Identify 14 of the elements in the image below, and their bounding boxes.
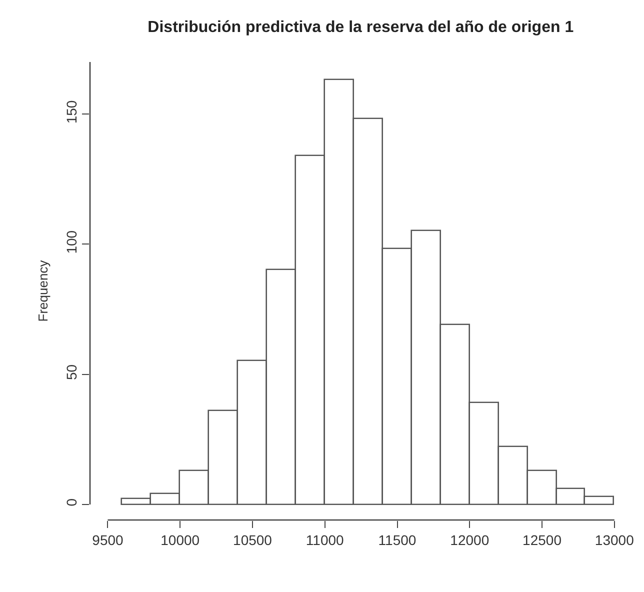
x-tick-label: 10500: [233, 532, 272, 548]
y-tick-label: 100: [63, 230, 80, 254]
x-tick-label: 10000: [160, 532, 200, 548]
x-tick-label: 12500: [522, 532, 562, 548]
y-tick-label: 0: [63, 498, 80, 506]
x-tick-label: 13000: [594, 532, 634, 548]
y-tick-label: 50: [63, 364, 80, 380]
y-tick-label: 150: [63, 100, 80, 124]
x-tick-label: 9500: [92, 532, 124, 548]
x-tick-label: 11000: [306, 532, 344, 548]
y-axis-title: Frequency: [35, 260, 50, 322]
x-tick-label: 12000: [450, 532, 490, 548]
x-tick-label: 11500: [378, 532, 416, 548]
chart-title: Distribución predictiva de la reserva del año de origen 1: [148, 18, 574, 36]
